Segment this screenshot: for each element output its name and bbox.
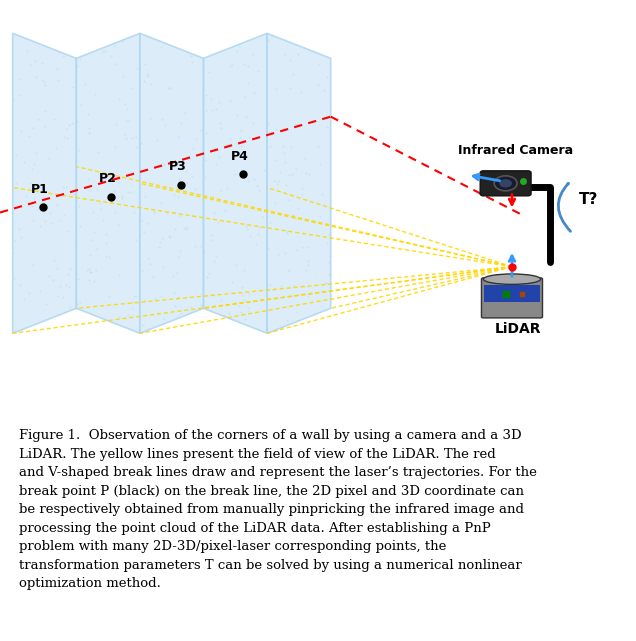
Circle shape	[494, 176, 517, 191]
Text: P3: P3	[169, 160, 187, 173]
Circle shape	[499, 179, 512, 187]
Text: P4: P4	[231, 149, 249, 163]
Text: Infrared Camera: Infrared Camera	[457, 144, 573, 157]
Polygon shape	[204, 33, 267, 333]
Polygon shape	[267, 33, 331, 333]
Polygon shape	[76, 33, 140, 333]
Text: LiDAR: LiDAR	[495, 322, 542, 337]
FancyArrowPatch shape	[558, 183, 570, 231]
FancyBboxPatch shape	[480, 171, 531, 196]
Text: T?: T?	[579, 192, 598, 207]
Ellipse shape	[483, 274, 541, 285]
Text: P1: P1	[31, 183, 49, 196]
FancyBboxPatch shape	[481, 278, 543, 318]
Text: Figure 1.  Observation of the corners of a wall by using a camera and a 3D
LiDAR: Figure 1. Observation of the corners of …	[19, 429, 537, 590]
FancyBboxPatch shape	[484, 285, 540, 302]
Polygon shape	[140, 33, 204, 333]
Text: P2: P2	[99, 172, 117, 185]
Polygon shape	[13, 33, 76, 333]
